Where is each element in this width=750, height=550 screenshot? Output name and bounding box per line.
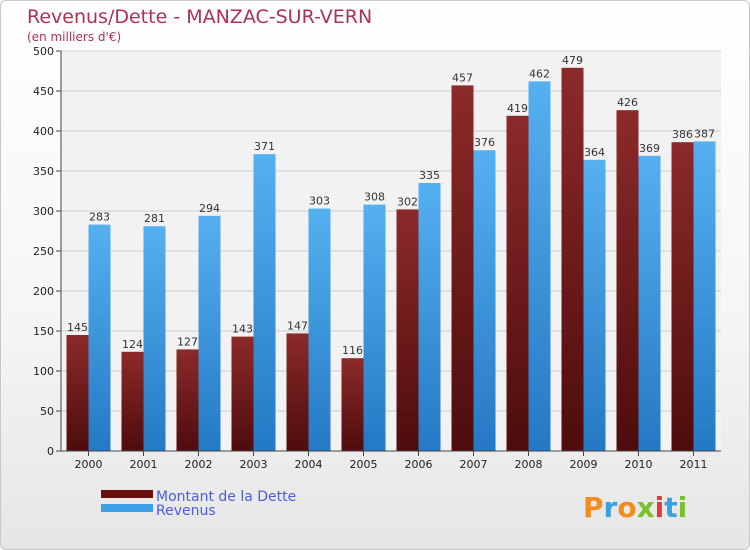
- x-tick-label: 2003: [240, 458, 268, 471]
- gridlines: [61, 50, 721, 452]
- revenue-bar: [363, 204, 386, 451]
- revenue-bar: [143, 226, 166, 451]
- logo-letter: o: [617, 491, 636, 524]
- chart-subtitle: (en milliers d'€): [27, 30, 121, 44]
- debt-bar: [341, 358, 364, 451]
- revenue-bar: [528, 81, 551, 452]
- revenue-bar: [418, 183, 441, 451]
- y-tick-label: 50: [40, 405, 54, 418]
- revenue-bar: [473, 150, 496, 451]
- y-tick-label: 450: [33, 85, 54, 98]
- debt-bar: [561, 67, 584, 452]
- y-tick-label: 400: [33, 125, 54, 138]
- y-tick-label: 100: [33, 365, 54, 378]
- x-tick-label: 2010: [625, 458, 653, 471]
- logo-letter: i: [655, 491, 665, 524]
- revenue-bar: [308, 208, 331, 451]
- revenue-bar: [198, 215, 221, 451]
- revenue-bar: [583, 159, 606, 452]
- revenue-value-label: 371: [254, 140, 275, 153]
- debt-value-label: 124: [122, 338, 143, 351]
- revenue-value-label: 294: [199, 202, 220, 215]
- logo-wordmark: Proxiti: [583, 491, 687, 524]
- revenue-value-label: 303: [309, 195, 330, 208]
- x-tick-label: 2004: [295, 458, 323, 471]
- y-tick-label: 0: [47, 445, 54, 458]
- debt-value-label: 479: [562, 54, 583, 67]
- debt-bar: [451, 85, 474, 452]
- debt-bar: [231, 336, 254, 451]
- debt-value-label: 457: [452, 71, 473, 84]
- revenue-value-label: 308: [364, 191, 385, 204]
- revenue-bar: [693, 141, 716, 451]
- revenue-value-label: 369: [639, 142, 660, 155]
- x-tick-label: 2006: [405, 458, 433, 471]
- logo-letter: r: [604, 491, 618, 524]
- revenue-bar: [88, 224, 111, 451]
- debt-value-label: 147: [287, 319, 308, 332]
- revenue-value-label: 462: [529, 67, 550, 80]
- y-tick-label: 200: [33, 285, 54, 298]
- revenue-value-label: 283: [89, 211, 110, 224]
- x-tick-label: 2007: [460, 458, 488, 471]
- proxiti-logo: Proxiti: [583, 491, 687, 524]
- debt-bar: [286, 333, 309, 451]
- debt-bar: [671, 142, 694, 451]
- debt-value-label: 116: [342, 344, 363, 357]
- revenue-value-label: 376: [474, 136, 495, 149]
- y-tick-label: 150: [33, 325, 54, 338]
- revenue-value-label: 281: [144, 212, 165, 225]
- debt-bar: [396, 209, 419, 451]
- legend-swatch: [101, 490, 153, 498]
- y-tick-label: 350: [33, 165, 54, 178]
- debt-value-label: 302: [397, 195, 418, 208]
- x-tick-label: 2002: [185, 458, 213, 471]
- revenue-bar: [253, 154, 276, 451]
- x-tick-label: 2011: [680, 458, 708, 471]
- revenue-bar: [638, 155, 661, 452]
- logo-letter: P: [583, 491, 604, 524]
- x-tick-label: 2000: [75, 458, 103, 471]
- legend-label: Revenus: [156, 503, 216, 519]
- logo-letter: t: [664, 491, 677, 524]
- x-tick-label: 2008: [515, 458, 543, 471]
- y-tick-label: 300: [33, 205, 54, 218]
- debt-value-label: 145: [67, 321, 88, 334]
- revenue-value-label: 387: [694, 127, 715, 140]
- debt-bar: [506, 115, 529, 452]
- debt-value-label: 386: [672, 128, 693, 141]
- legend-label: Montant de la Dette: [156, 489, 296, 505]
- revenue-value-label: 335: [419, 169, 440, 182]
- debt-value-label: 419: [507, 102, 528, 115]
- debt-value-label: 143: [232, 323, 253, 336]
- x-tick-label: 2005: [350, 458, 378, 471]
- y-tick-label: 500: [33, 45, 54, 58]
- debt-bar: [176, 349, 199, 451]
- debt-bar: [121, 351, 144, 451]
- debt-value-label: 426: [617, 96, 638, 109]
- debt-bar: [616, 110, 639, 451]
- y-tick-label: 250: [33, 245, 54, 258]
- axes: 0 50 100 150 200 250 300 350 400 450 500 2000 2001 20…: [33, 45, 721, 471]
- debt-value-label: 127: [177, 335, 198, 348]
- revenue-value-label: 364: [584, 146, 605, 159]
- legend-swatch: [101, 504, 153, 512]
- x-tick-label: 2001: [130, 458, 158, 471]
- logo-letter: i: [678, 491, 688, 524]
- x-tick-label: 2009: [570, 458, 598, 471]
- logo-letter: x: [637, 491, 655, 524]
- chart-title: Revenus/Dette - MANZAC-SUR-VERN: [27, 6, 372, 28]
- debt-bar: [66, 335, 89, 451]
